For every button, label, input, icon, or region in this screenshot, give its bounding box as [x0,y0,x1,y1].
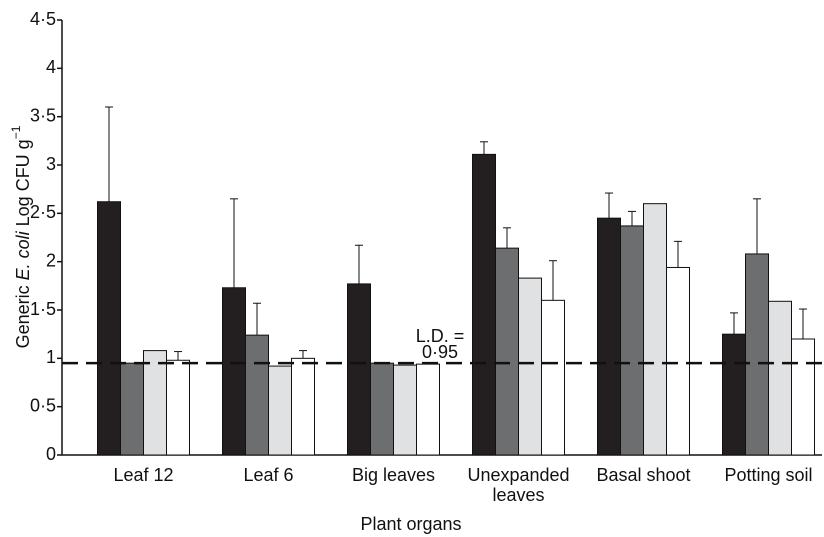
x-tick-label: Basal shoot [596,465,691,485]
y-axis-label: Generic E. coli Log CFU g−1 [9,125,33,348]
bar [143,350,167,456]
y-label-part: E. coli [13,230,33,280]
bar [768,300,792,456]
bar [745,253,769,456]
y-tick-label: 2·5 [30,202,56,222]
y-tick-label: 0·5 [30,395,56,415]
y-label-part: Log CFU g [13,139,33,231]
bar [620,225,644,456]
bar [541,299,565,456]
y-label-part: −1 [9,125,23,139]
bar [347,283,371,456]
bar [643,203,667,456]
bar [472,153,496,456]
bar [268,365,292,456]
bar [518,277,542,456]
y-tick-label: 0 [46,444,56,464]
bar [245,334,269,456]
bar [393,364,417,456]
annotation: L.D. = [416,326,465,346]
x-axis-label: Plant organs [360,514,461,534]
bar [666,266,690,456]
bar [97,201,121,456]
x-tick-label: Potting soil [724,465,813,485]
y-tick-label: 4 [46,57,56,77]
x-tick-label: Unexpanded leaves [467,465,570,505]
y-tick-label: 3 [46,154,56,174]
x-tick-label: Leaf 12 [113,465,174,485]
bar [291,357,315,456]
bar [166,359,190,456]
bar [495,247,519,456]
annotation: 0·95 [422,342,458,362]
bar [222,287,246,456]
bar [120,362,144,456]
bar [722,333,746,456]
y-tick-label: 1·5 [30,299,56,319]
y-label-part: Generic [13,280,33,348]
bar [597,217,621,456]
bar [370,362,394,456]
x-tick-label: Big leaves [351,465,436,485]
bar [791,338,815,456]
x-tick-label: Leaf 6 [243,465,294,485]
y-tick-label: 2 [46,250,56,270]
bar [416,363,440,456]
y-tick-label: 3·5 [30,105,56,125]
y-tick-label: 1 [46,347,56,367]
y-tick-label: 4·5 [30,9,56,29]
